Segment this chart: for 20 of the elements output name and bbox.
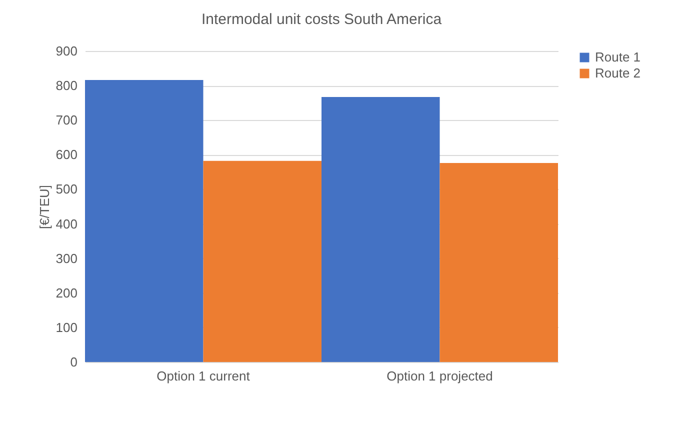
bar — [85, 80, 204, 362]
chart-title: Intermodal unit costs South America — [201, 11, 442, 28]
y-tick-label: 300 — [56, 250, 78, 266]
y-tick-label: 200 — [56, 285, 78, 300]
y-tick-label: 0 — [70, 354, 78, 370]
x-tick-label: Option 1 projected — [386, 368, 493, 384]
y-tick-label: 700 — [56, 112, 78, 128]
y-axis-title: [€/TEU] — [36, 184, 52, 230]
y-tick-label: 100 — [56, 320, 78, 335]
y-tick-label: 400 — [56, 216, 78, 232]
bar — [203, 160, 322, 362]
bar — [322, 96, 440, 362]
legend-label: Route 2 — [595, 66, 641, 80]
bar — [440, 162, 558, 362]
y-tick-label: 600 — [56, 147, 78, 162]
legend-label: Route 1 — [595, 50, 641, 64]
y-tick-label: 800 — [56, 78, 78, 94]
y-tick-label: 900 — [56, 44, 78, 58]
y-tick-label: 500 — [56, 182, 78, 197]
x-tick-label: Option 1 current — [156, 368, 250, 384]
